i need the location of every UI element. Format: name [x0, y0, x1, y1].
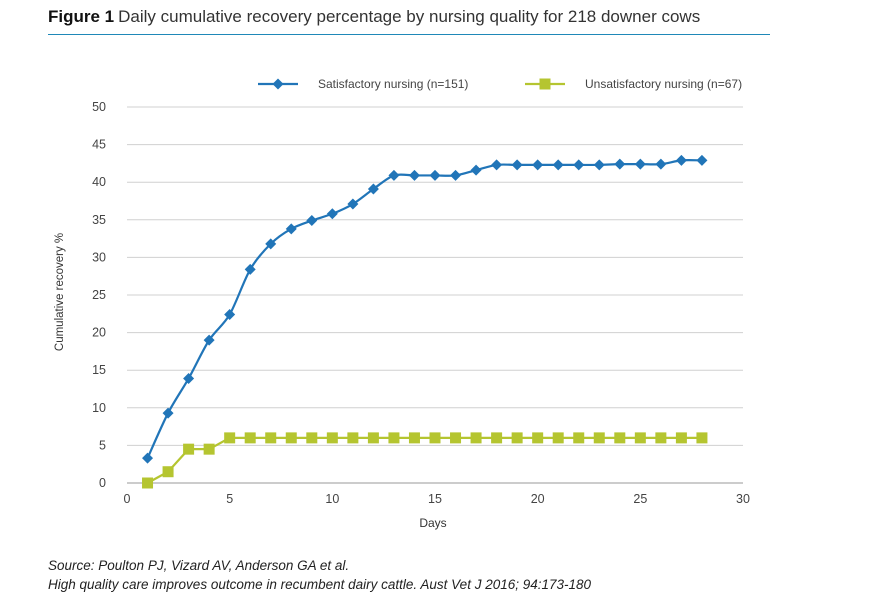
data-point: [675, 154, 687, 166]
data-point: [634, 432, 646, 444]
chart-legend: Satisfactory nursing (n=151) Unsatisfacto…: [258, 77, 742, 91]
x-axis-label: Days: [419, 516, 446, 530]
data-point: [634, 158, 646, 170]
data-point: [491, 159, 503, 171]
data-point: [696, 154, 708, 166]
y-tick-label: 40: [92, 175, 106, 189]
legend-marker: [272, 78, 284, 90]
y-tick-label: 20: [92, 326, 106, 340]
data-point: [614, 158, 626, 170]
data-point: [511, 159, 523, 171]
data-point: [429, 169, 441, 181]
data-point: [388, 169, 400, 181]
y-axis-label: Cumulative recovery %: [54, 233, 66, 351]
data-point: [183, 443, 195, 455]
series-line: [146, 159, 702, 459]
data-point: [326, 208, 338, 220]
y-axis-ticks: 0 5 10 15 20 25 30 35 40 45 50: [92, 100, 106, 490]
data-point: [429, 432, 441, 444]
data-point: [593, 432, 605, 444]
data-point: [265, 432, 277, 444]
source-citation: Source: Poulton PJ, Vizard AV, Anderson …: [48, 556, 591, 594]
data-point: [244, 432, 256, 444]
data-point: [367, 183, 379, 195]
data-point: [203, 334, 215, 346]
figure-title: Daily cumulative recovery percentage by …: [118, 7, 701, 26]
y-tick-label: 15: [92, 363, 106, 377]
legend-marker: [539, 78, 551, 90]
data-point: [450, 169, 462, 181]
data-point: [491, 432, 503, 444]
x-tick-label: 15: [428, 492, 442, 506]
data-point: [367, 432, 379, 444]
data-point: [388, 432, 400, 444]
y-tick-label: 35: [92, 213, 106, 227]
data-point: [532, 159, 544, 171]
y-tick-label: 25: [92, 288, 106, 302]
y-tick-label: 10: [92, 401, 106, 415]
data-point: [162, 466, 174, 478]
chart-series: [142, 154, 708, 489]
data-point: [573, 432, 585, 444]
data-point: [224, 432, 236, 444]
data-point: [470, 432, 482, 444]
x-tick-label: 20: [531, 492, 545, 506]
data-point: [408, 432, 420, 444]
figure-label: Figure 1: [48, 7, 115, 26]
y-tick-label: 5: [99, 438, 106, 452]
data-point: [183, 372, 195, 384]
series-satisfactory: [142, 154, 708, 464]
data-point: [162, 407, 174, 419]
data-point: [408, 169, 420, 181]
x-axis-ticks: 0 5 10 15 20 25 30: [124, 492, 750, 506]
x-tick-label: 30: [736, 492, 750, 506]
y-tick-label: 30: [92, 250, 106, 264]
source-line-2: High quality care improves outcome in re…: [48, 577, 592, 592]
data-point: [203, 443, 215, 455]
x-tick-label: 10: [325, 492, 339, 506]
y-tick-label: 45: [92, 138, 106, 152]
series-unsatisfactory: [142, 432, 708, 489]
data-point: [532, 432, 544, 444]
data-point: [265, 238, 277, 250]
data-point: [614, 432, 626, 444]
x-tick-label: 5: [226, 492, 233, 506]
data-point: [347, 432, 359, 444]
data-point: [675, 432, 687, 444]
data-point: [142, 477, 154, 489]
data-point: [306, 215, 318, 227]
data-point: [696, 432, 708, 444]
x-tick-label: 25: [633, 492, 647, 506]
data-point: [285, 432, 297, 444]
y-tick-label: 0: [99, 476, 106, 490]
data-point: [306, 432, 318, 444]
chart-gridlines: [127, 106, 743, 484]
data-point: [244, 263, 256, 275]
recovery-chart: 0 5 10 15 20 25 30 35 40 45 50 0 5 10 15 20 25 30 Satisf…: [54, 77, 750, 530]
legend-label: Satisfactory nursing (n=151): [318, 77, 468, 91]
legend-item: Unsatisfactory nursing (n=67): [525, 77, 742, 91]
data-point: [552, 432, 564, 444]
source-line-1: Source: Poulton PJ, Vizard AV, Anderson …: [48, 558, 350, 573]
data-point: [655, 158, 667, 170]
legend-item: Satisfactory nursing (n=151): [258, 77, 468, 91]
data-point: [224, 309, 236, 321]
data-point: [511, 432, 523, 444]
y-tick-label: 50: [92, 100, 106, 114]
data-point: [573, 159, 585, 171]
data-point: [285, 223, 297, 235]
x-tick-label: 0: [124, 492, 131, 506]
data-point: [326, 432, 338, 444]
series-line: [147, 436, 702, 484]
data-point: [552, 159, 564, 171]
data-point: [142, 452, 154, 464]
data-point: [655, 432, 667, 444]
data-point: [470, 164, 482, 176]
data-point: [450, 432, 462, 444]
legend-label: Unsatisfactory nursing (n=67): [585, 77, 742, 91]
data-point: [347, 198, 359, 210]
figure-header: Figure 1 Daily cumulative recovery percen…: [48, 6, 770, 35]
data-point: [593, 159, 605, 171]
